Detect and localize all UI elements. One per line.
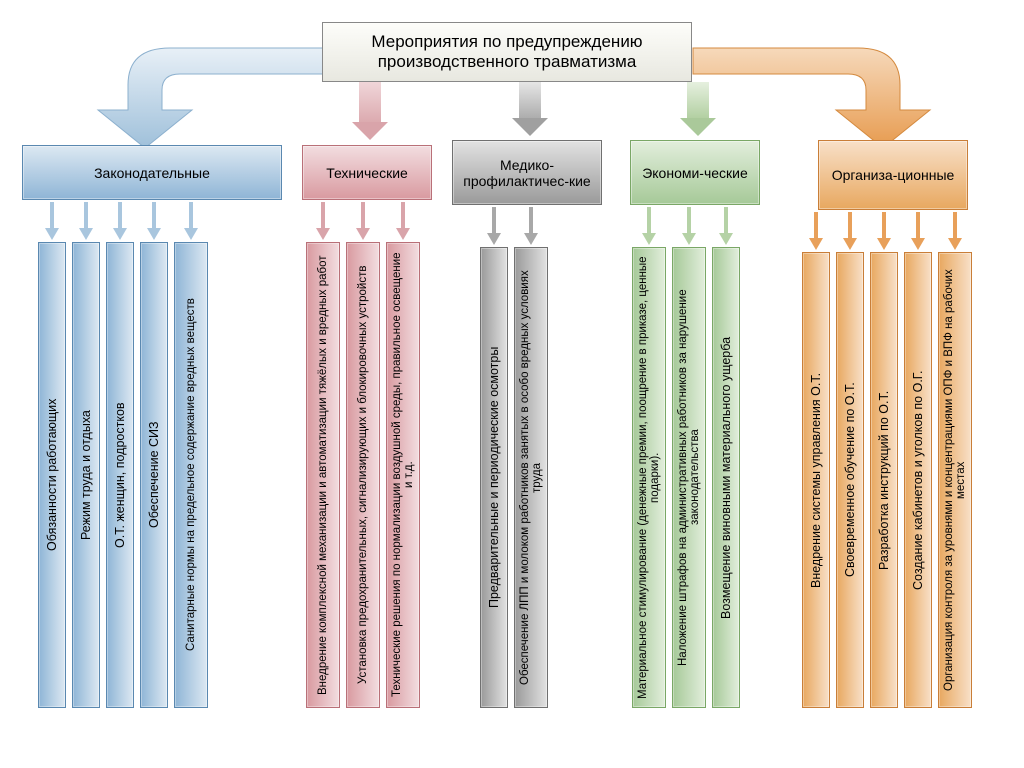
big-arrow-left xyxy=(50,30,330,150)
items-row-organizational: Внедрение системы управления О.Т.Своевре… xyxy=(802,212,972,708)
category-label: Технические xyxy=(326,165,408,181)
big-arrow-right xyxy=(688,30,988,150)
cat-arrow-medical xyxy=(508,82,552,139)
down-arrow-icon xyxy=(911,212,925,252)
down-arrow-icon xyxy=(682,207,696,247)
category-box-medical: Медико-профилактичес-кие xyxy=(452,140,602,205)
item-column: Возмещение виновными материального ущерб… xyxy=(712,207,740,708)
item-column: Внедрение комплексной механизации и авто… xyxy=(306,202,340,708)
item-column: Обеспечение СИЗ xyxy=(140,202,168,708)
item-bar: Внедрение комплексной механизации и авто… xyxy=(306,242,340,708)
item-column: О.Т. женщин, подростков xyxy=(106,202,134,708)
item-bar: Предварительные и периодические осмотры xyxy=(480,247,508,708)
item-bar: Внедрение системы управления О.Т. xyxy=(802,252,830,708)
item-bar: О.Т. женщин, подростков xyxy=(106,242,134,708)
down-arrow-icon xyxy=(356,202,370,242)
down-arrow-icon xyxy=(147,202,161,242)
down-arrow-icon xyxy=(843,212,857,252)
down-arrow-icon xyxy=(719,207,733,247)
category-label: Медико-профилактичес-кие xyxy=(457,157,597,189)
item-column: Обеспечение ЛПП и молоком работников зан… xyxy=(514,207,548,708)
items-row-technical: Внедрение комплексной механизации и авто… xyxy=(306,202,420,708)
item-bar: Технические решения по нормализации возд… xyxy=(386,242,420,708)
item-bar: Наложение штрафов на административных ра… xyxy=(672,247,706,708)
item-bar: Разработка инструкций по О.Т. xyxy=(870,252,898,708)
item-column: Режим труда и отдыха xyxy=(72,202,100,708)
item-column: Обязанности работающих xyxy=(38,202,66,708)
item-column: Наложение штрафов на административных ра… xyxy=(672,207,706,708)
item-column: Организация контроля за уровнями и конце… xyxy=(938,212,972,708)
item-bar: Создание кабинетов и уголков по О.Г. xyxy=(904,252,932,708)
down-arrow-icon xyxy=(45,202,59,242)
down-arrow-icon xyxy=(948,212,962,252)
item-bar: Организация контроля за уровнями и конце… xyxy=(938,252,972,708)
items-row-economic: Материальное стимулирование (денежные пр… xyxy=(632,207,740,708)
category-label: Экономи-ческие xyxy=(642,165,748,181)
down-arrow-icon xyxy=(79,202,93,242)
item-column: Своевременное обучение по О.Т. xyxy=(836,212,864,708)
item-column: Создание кабинетов и уголков по О.Г. xyxy=(904,212,932,708)
down-arrow-icon xyxy=(184,202,198,242)
down-arrow-icon xyxy=(113,202,127,242)
down-arrow-icon xyxy=(809,212,823,252)
item-bar: Возмещение виновными материального ущерб… xyxy=(712,247,740,708)
items-row-medical: Предварительные и периодические осмотрыО… xyxy=(480,207,548,708)
item-column: Предварительные и периодические осмотры xyxy=(480,207,508,708)
item-column: Внедрение системы управления О.Т. xyxy=(802,212,830,708)
cat-arrow-economic xyxy=(676,82,720,139)
category-box-economic: Экономи-ческие xyxy=(630,140,760,205)
item-column: Разработка инструкций по О.Т. xyxy=(870,212,898,708)
category-box-legislative: Законодательные xyxy=(22,145,282,200)
category-box-technical: Технические xyxy=(302,145,432,200)
down-arrow-icon xyxy=(487,207,501,247)
cat-arrow-technical xyxy=(348,82,392,144)
item-bar: Обязанности работающих xyxy=(38,242,66,708)
item-bar: Санитарные нормы на предельное содержани… xyxy=(174,242,208,708)
item-column: Материальное стимулирование (денежные пр… xyxy=(632,207,666,708)
item-bar: Обеспечение ЛПП и молоком работников зан… xyxy=(514,247,548,708)
items-row-legislative: Обязанности работающихРежим труда и отды… xyxy=(38,202,208,708)
down-arrow-icon xyxy=(524,207,538,247)
item-bar: Установка предохранительных, сигнализиру… xyxy=(346,242,380,708)
item-bar: Режим труда и отдыха xyxy=(72,242,100,708)
item-column: Санитарные нормы на предельное содержани… xyxy=(174,202,208,708)
category-box-organizational: Организа-ционные xyxy=(818,140,968,210)
down-arrow-icon xyxy=(316,202,330,242)
item-bar: Обеспечение СИЗ xyxy=(140,242,168,708)
down-arrow-icon xyxy=(877,212,891,252)
main-title: Мероприятия по предупреждению производст… xyxy=(322,22,692,82)
item-bar: Своевременное обучение по О.Т. xyxy=(836,252,864,708)
item-column: Установка предохранительных, сигнализиру… xyxy=(346,202,380,708)
down-arrow-icon xyxy=(396,202,410,242)
category-label: Организа-ционные xyxy=(832,167,955,183)
down-arrow-icon xyxy=(642,207,656,247)
item-column: Технические решения по нормализации возд… xyxy=(386,202,420,708)
category-label: Законодательные xyxy=(94,165,210,181)
item-bar: Материальное стимулирование (денежные пр… xyxy=(632,247,666,708)
